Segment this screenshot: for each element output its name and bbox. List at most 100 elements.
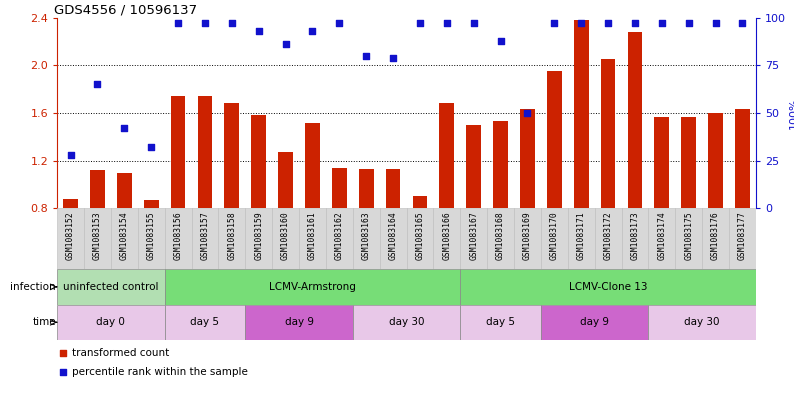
Bar: [225, 103, 239, 208]
Text: GDS4556 / 10596137: GDS4556 / 10596137: [54, 4, 197, 17]
Text: GSM1083172: GSM1083172: [603, 211, 613, 260]
Bar: [434, 208, 461, 269]
Bar: [386, 169, 400, 208]
Text: GSM1083156: GSM1083156: [174, 211, 183, 260]
Text: GSM1083152: GSM1083152: [66, 211, 75, 260]
Text: GSM1083173: GSM1083173: [630, 211, 639, 260]
Bar: [514, 208, 541, 269]
Bar: [439, 103, 454, 208]
Bar: [272, 208, 299, 269]
Text: GSM1083174: GSM1083174: [657, 211, 666, 260]
Bar: [164, 208, 191, 269]
Bar: [353, 208, 380, 269]
Bar: [359, 169, 374, 208]
Text: transformed count: transformed count: [71, 347, 169, 358]
Point: [64, 152, 77, 158]
Text: GSM1083166: GSM1083166: [442, 211, 451, 260]
Bar: [57, 208, 84, 269]
Bar: [568, 208, 595, 269]
Bar: [413, 196, 427, 208]
Bar: [245, 208, 272, 269]
Bar: [675, 208, 702, 269]
Bar: [541, 208, 568, 269]
Bar: [144, 200, 159, 208]
Text: GSM1083164: GSM1083164: [388, 211, 398, 260]
Point: [198, 20, 211, 27]
Text: GSM1083176: GSM1083176: [711, 211, 720, 260]
Text: GSM1083155: GSM1083155: [147, 211, 156, 260]
Bar: [164, 269, 461, 305]
Bar: [488, 208, 514, 269]
Bar: [541, 305, 649, 340]
Bar: [520, 109, 535, 208]
Point: [225, 20, 238, 27]
Text: time: time: [33, 317, 56, 327]
Bar: [164, 305, 245, 340]
Text: GSM1083168: GSM1083168: [496, 211, 505, 260]
Bar: [305, 123, 320, 208]
Point: [91, 81, 104, 88]
Bar: [326, 208, 353, 269]
Text: GSM1083159: GSM1083159: [254, 211, 264, 260]
Point: [575, 20, 588, 27]
Bar: [198, 96, 212, 208]
Bar: [64, 199, 78, 208]
Text: GSM1083177: GSM1083177: [738, 211, 747, 260]
Point: [521, 110, 534, 116]
Point: [709, 20, 722, 27]
Bar: [111, 208, 138, 269]
Text: day 5: day 5: [191, 317, 219, 327]
Point: [252, 28, 265, 34]
Bar: [574, 20, 588, 208]
Bar: [729, 208, 756, 269]
Bar: [191, 208, 218, 269]
Y-axis label: 100%: 100%: [788, 97, 794, 129]
Point: [468, 20, 480, 27]
Point: [333, 20, 345, 27]
Bar: [601, 59, 615, 208]
Point: [145, 144, 157, 151]
Point: [387, 55, 399, 61]
Point: [172, 20, 184, 27]
Bar: [461, 305, 541, 340]
Bar: [493, 121, 508, 208]
Bar: [681, 117, 696, 208]
Bar: [622, 208, 649, 269]
Bar: [461, 269, 756, 305]
Point: [629, 20, 642, 27]
Text: GSM1083153: GSM1083153: [93, 211, 102, 260]
Text: GSM1083154: GSM1083154: [120, 211, 129, 260]
Bar: [84, 208, 111, 269]
Point: [602, 20, 615, 27]
Point: [548, 20, 561, 27]
Point: [656, 20, 669, 27]
Bar: [649, 305, 756, 340]
Bar: [380, 208, 407, 269]
Bar: [708, 113, 723, 208]
Text: day 9: day 9: [284, 317, 314, 327]
Bar: [461, 208, 488, 269]
Text: GSM1083171: GSM1083171: [576, 211, 586, 260]
Point: [56, 369, 69, 376]
Text: GSM1083170: GSM1083170: [549, 211, 559, 260]
Text: GSM1083165: GSM1083165: [415, 211, 425, 260]
Bar: [735, 109, 750, 208]
Point: [118, 125, 131, 131]
Bar: [702, 208, 729, 269]
Text: day 30: day 30: [389, 317, 424, 327]
Bar: [138, 208, 164, 269]
Bar: [278, 152, 293, 208]
Text: GSM1083175: GSM1083175: [684, 211, 693, 260]
Bar: [649, 208, 675, 269]
Bar: [171, 96, 186, 208]
Text: infection: infection: [10, 282, 56, 292]
Text: GSM1083162: GSM1083162: [335, 211, 344, 260]
Bar: [245, 305, 353, 340]
Bar: [595, 208, 622, 269]
Bar: [218, 208, 245, 269]
Text: GSM1083157: GSM1083157: [200, 211, 210, 260]
Text: percentile rank within the sample: percentile rank within the sample: [71, 367, 248, 378]
Bar: [627, 32, 642, 208]
Bar: [299, 208, 326, 269]
Bar: [654, 117, 669, 208]
